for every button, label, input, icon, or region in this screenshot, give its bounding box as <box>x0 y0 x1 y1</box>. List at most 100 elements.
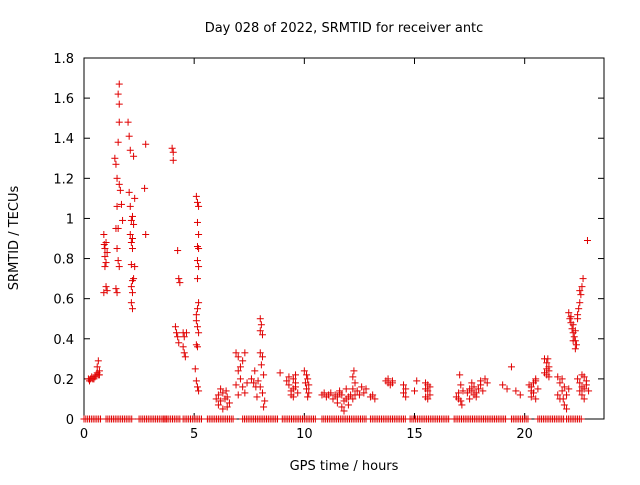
data-point <box>456 371 464 379</box>
data-point <box>100 289 108 297</box>
data-point <box>459 387 467 395</box>
y-tick-label: 0.4 <box>53 333 74 348</box>
data-point <box>222 387 230 395</box>
data-point <box>543 359 551 367</box>
data-point <box>112 160 120 168</box>
y-tick-label: 0.6 <box>53 293 74 308</box>
data-point <box>256 327 264 335</box>
data-point <box>305 389 313 397</box>
data-point <box>256 315 264 323</box>
data-point <box>576 387 584 395</box>
data-point <box>127 239 135 247</box>
data-point <box>232 349 240 357</box>
data-point <box>558 375 566 383</box>
data-point <box>193 323 201 331</box>
data-point <box>426 383 434 391</box>
data-point <box>250 379 258 387</box>
data-point <box>193 198 201 206</box>
data-point <box>344 401 352 409</box>
data-point <box>303 385 311 393</box>
data-point <box>195 245 203 253</box>
data-point <box>102 239 110 247</box>
data-point <box>289 375 297 383</box>
data-point <box>350 367 358 375</box>
data-point <box>260 403 268 411</box>
data-point <box>258 331 266 339</box>
data-point <box>569 337 577 345</box>
data-point <box>128 415 136 423</box>
data-point <box>570 333 578 341</box>
data-point <box>554 391 562 399</box>
data-point <box>474 385 482 393</box>
data-point <box>127 216 135 224</box>
data-point <box>327 389 335 397</box>
data-point <box>261 397 269 405</box>
data-point <box>115 263 123 271</box>
data-point <box>195 299 203 307</box>
data-point <box>524 415 532 423</box>
data-point <box>578 391 586 399</box>
data-point <box>292 371 300 379</box>
data-point <box>571 327 579 335</box>
data-point <box>477 377 485 385</box>
data-point <box>303 371 311 379</box>
data-point <box>126 230 134 238</box>
data-point <box>574 375 582 383</box>
data-point <box>102 259 110 267</box>
data-point <box>191 365 199 373</box>
data-point <box>402 385 410 393</box>
data-point <box>468 387 476 395</box>
y-tick-label: 1.6 <box>53 92 74 107</box>
data-point <box>258 389 266 397</box>
data-point <box>195 387 203 395</box>
y-tick-label: 1 <box>66 212 74 227</box>
data-point <box>569 321 577 329</box>
data-point <box>116 186 124 194</box>
data-point <box>532 395 540 403</box>
data-point <box>353 387 361 395</box>
data-point <box>563 391 571 399</box>
data-point <box>574 315 582 323</box>
data-point <box>114 224 122 232</box>
data-point <box>512 387 520 395</box>
data-point <box>234 353 242 361</box>
data-point <box>258 353 266 361</box>
data-point <box>251 367 259 375</box>
data-point <box>283 377 291 385</box>
data-point <box>239 357 247 365</box>
data-point <box>125 188 133 196</box>
data-point <box>424 387 432 395</box>
data-point <box>571 345 579 353</box>
data-point <box>101 245 109 253</box>
data-point <box>300 367 308 375</box>
data-point <box>103 249 111 257</box>
data-point <box>114 90 122 98</box>
data-point <box>128 245 136 253</box>
data-point <box>558 387 566 395</box>
data-point <box>174 333 182 341</box>
data-point <box>241 349 249 357</box>
data-point <box>128 305 136 313</box>
data-point <box>198 415 206 423</box>
data-point <box>458 401 466 409</box>
data-point <box>507 363 515 371</box>
data-point <box>466 395 474 403</box>
data-point <box>126 146 134 154</box>
data-point <box>257 321 265 329</box>
x-tick-label: 20 <box>516 427 533 442</box>
data-point <box>243 379 251 387</box>
data-point <box>516 391 524 399</box>
data-point <box>257 361 265 369</box>
data-point <box>362 385 370 393</box>
data-point <box>301 379 309 387</box>
data-point <box>115 100 123 108</box>
data-point <box>402 393 410 401</box>
data-point <box>565 385 573 393</box>
data-point <box>94 357 102 365</box>
data-point <box>130 152 138 160</box>
data-point <box>173 329 181 337</box>
data-point <box>174 247 182 255</box>
data-point <box>351 379 359 387</box>
data-point <box>113 289 121 297</box>
data-point <box>229 415 237 423</box>
